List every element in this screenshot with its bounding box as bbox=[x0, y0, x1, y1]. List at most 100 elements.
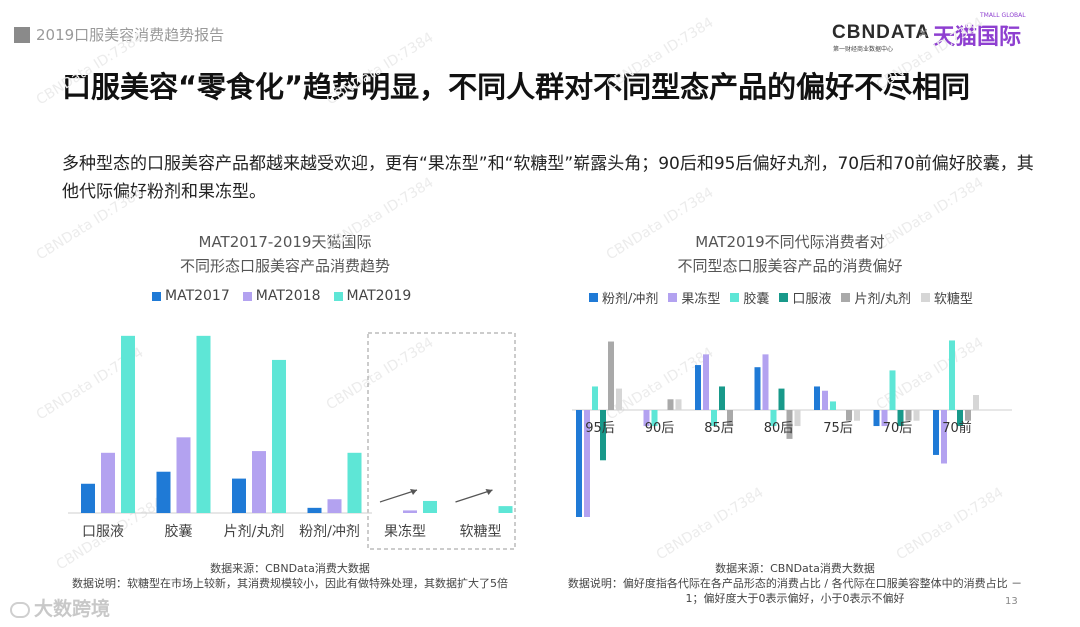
legend-swatch bbox=[668, 293, 678, 302]
legend-label: MAT2017 bbox=[165, 288, 230, 304]
bar-胶囊-70后 bbox=[889, 370, 896, 410]
legend-label: 果冻型 bbox=[681, 292, 721, 307]
bar-粉剂/冲剂-95后 bbox=[576, 410, 582, 517]
bar-MAT2019-果冻型 bbox=[423, 500, 437, 513]
bar-MAT2019-粉剂/冲剂 bbox=[347, 452, 362, 513]
bar-果冻型-90后 bbox=[643, 410, 650, 427]
category-label: 软糖型 bbox=[460, 524, 502, 540]
bar-软糖型-80后 bbox=[794, 410, 801, 427]
legend-item-capsule: 胶囊 bbox=[730, 288, 769, 307]
bar-MAT2018-粉剂/冲剂 bbox=[327, 499, 342, 513]
category-label: 90后 bbox=[645, 421, 675, 436]
brand-logo: CBNDATA 第一财经商业数据中心 × 天猫国际 TMALL GLOBAL bbox=[832, 12, 1032, 54]
legend-swatch bbox=[841, 293, 851, 302]
legend-swatch bbox=[333, 291, 343, 301]
bar-MAT2019-口服液 bbox=[121, 335, 135, 513]
right-chart-title-block: MAT2019不同代际消费者对 不同型态口服美容产品的消费偏好 bbox=[630, 230, 950, 278]
report-name: 2019口服美容消费趋势报告 bbox=[36, 26, 225, 44]
bar-MAT2018-胶囊 bbox=[176, 437, 191, 513]
category-label: 果冻型 bbox=[384, 523, 426, 540]
bar-口服液-85后 bbox=[719, 386, 725, 410]
bar-果冻型-85后 bbox=[703, 354, 709, 410]
legend-swatch bbox=[779, 293, 789, 302]
cbndata-logo-subtitle: 第一财经商业数据中心 bbox=[833, 46, 894, 53]
bar-MAT2017-胶囊 bbox=[156, 471, 171, 513]
bar-胶囊-80后 bbox=[770, 410, 777, 427]
legend-item-gummy: 软糖型 bbox=[920, 288, 973, 307]
page-number: 13 bbox=[1005, 596, 1018, 607]
bar-MAT2019-软糖型 bbox=[498, 506, 513, 513]
legend-label: 片剂/丸剂 bbox=[854, 292, 911, 307]
bar-片剂/丸剂-90后 bbox=[667, 399, 674, 410]
bar-MAT2017-粉剂/冲剂 bbox=[307, 507, 322, 513]
bar-粉剂/冲剂-80后 bbox=[754, 367, 761, 410]
bar-片剂/丸剂-70后 bbox=[905, 410, 912, 421]
trend-arrow-line bbox=[455, 489, 493, 503]
bar-口服液-70后 bbox=[897, 410, 904, 427]
category-label: 75后 bbox=[823, 421, 853, 436]
bar-片剂/丸剂-85后 bbox=[727, 410, 733, 427]
footer-logo-text: 大数跨境 bbox=[34, 598, 111, 620]
left-chart-title-block: MAT2017-2019天猫国际 不同形态口服美容产品消费趋势 bbox=[150, 230, 420, 278]
bar-片剂/丸剂-70前 bbox=[965, 410, 971, 421]
bar-粉剂/冲剂-75后 bbox=[814, 386, 820, 410]
watermark: CBNData ID:7384 bbox=[34, 185, 147, 264]
legend-label: MAT2018 bbox=[255, 288, 321, 304]
bar-胶囊-75后 bbox=[830, 401, 836, 410]
left-chart-legend: MAT2017 MAT2018 MAT2019 bbox=[152, 288, 411, 304]
tmall-global-logo-en: TMALL GLOBAL bbox=[980, 12, 1026, 19]
bar-果冻型-75后 bbox=[822, 390, 828, 410]
bar-胶囊-70前 bbox=[949, 340, 955, 410]
bar-片剂/丸剂-95后 bbox=[608, 341, 614, 410]
right-chart-title: MAT2019不同代际消费者对 bbox=[695, 233, 885, 251]
bar-口服液-70前 bbox=[957, 410, 963, 427]
category-label: 80后 bbox=[764, 421, 794, 436]
legend-swatch bbox=[920, 293, 930, 302]
legend-label: 软糖型 bbox=[933, 292, 973, 307]
category-label: 口服液 bbox=[82, 524, 124, 540]
bar-口服液-95后 bbox=[600, 410, 606, 461]
right-chart-note: 数据说明：偏好度指各代际在各产品形态的消费占比 / 各代际在口服美容整体中的消费… bbox=[567, 577, 1023, 605]
bar-果冻型-95后 bbox=[584, 410, 590, 517]
left-chart-subtitle: 不同形态口服美容产品消费趋势 bbox=[179, 257, 390, 275]
bar-片剂/丸剂-80后 bbox=[786, 410, 793, 439]
watermark: CBNData ID:7384 bbox=[324, 30, 437, 109]
bar-MAT2019-片剂/丸剂 bbox=[272, 359, 286, 513]
legend-item-mat2019: MAT2019 bbox=[333, 288, 411, 304]
footer-logo: 大数跨境 bbox=[10, 594, 110, 621]
bar-软糖型-95后 bbox=[616, 388, 622, 410]
bar-果冻型-70后 bbox=[881, 410, 888, 427]
bar-口服液-80后 bbox=[778, 388, 785, 410]
category-label: 70前 bbox=[942, 420, 972, 436]
logo-separator: × bbox=[918, 26, 929, 41]
trend-arrow-line bbox=[379, 489, 418, 503]
legend-swatch bbox=[589, 293, 598, 302]
legend-swatch bbox=[730, 293, 740, 302]
watermark: CBNData ID:7384 bbox=[324, 335, 437, 414]
watermark: CBNData ID:7384 bbox=[654, 485, 767, 564]
bar-软糖型-70前 bbox=[973, 395, 979, 410]
bar-MAT2017-片剂/丸剂 bbox=[232, 478, 246, 513]
legend-item-powder: 粉剂/冲剂 bbox=[589, 288, 658, 307]
category-label: 95后 bbox=[585, 421, 615, 436]
bar-果冻型-80后 bbox=[762, 354, 769, 410]
bar-果冻型-70前 bbox=[941, 410, 947, 464]
legend-label: 胶囊 bbox=[743, 292, 770, 307]
legend-item-mat2017: MAT2017 bbox=[152, 288, 230, 304]
legend-item-mat2018: MAT2018 bbox=[242, 288, 321, 304]
bar-软糖型-75后 bbox=[854, 410, 860, 421]
watermark: CBNData ID:7384 bbox=[874, 15, 987, 94]
category-label: 片剂/丸剂 bbox=[224, 524, 285, 540]
legend-label: 口服液 bbox=[792, 292, 832, 307]
legend-item-oral-liquid: 口服液 bbox=[779, 288, 831, 307]
header-marker bbox=[14, 27, 30, 43]
watermark: CBNData ID:7384 bbox=[34, 30, 147, 109]
left-chart-note: 数据说明：软糖型在市场上较新，其消费规模较小，因此有做特殊处理，其数据扩大了5倍 bbox=[72, 577, 508, 590]
page-title: 口服美容“零食化”趋势明显，不同人群对不同型态产品的偏好不尽相同 bbox=[62, 70, 971, 104]
left-chart-title: MAT2017-2019天猫国际 bbox=[198, 233, 372, 251]
category-label: 粉剂/冲剂 bbox=[299, 524, 360, 540]
bar-粉剂/冲剂-85后 bbox=[695, 365, 701, 410]
watermark: CBNData ID:7384 bbox=[324, 175, 437, 254]
bar-软糖型-70后 bbox=[913, 410, 920, 421]
